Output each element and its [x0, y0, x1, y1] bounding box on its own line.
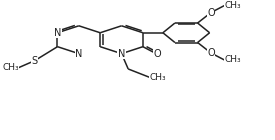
Text: CH₃: CH₃	[2, 63, 19, 72]
Text: CH₃: CH₃	[224, 1, 241, 10]
Text: O: O	[207, 8, 215, 18]
Text: CH₃: CH₃	[150, 73, 166, 82]
Text: S: S	[32, 56, 38, 66]
Text: CH₃: CH₃	[224, 55, 241, 64]
Text: O: O	[154, 49, 161, 59]
Text: N: N	[118, 49, 125, 59]
Text: O: O	[207, 48, 215, 58]
Text: N: N	[54, 28, 61, 38]
Text: N: N	[75, 49, 82, 59]
